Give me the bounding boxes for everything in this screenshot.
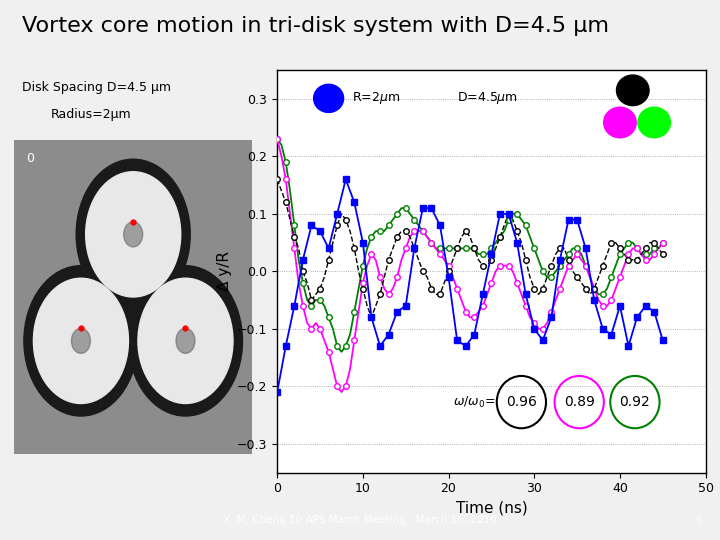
Y-axis label: Δ y/R: Δ y/R — [217, 251, 232, 292]
Circle shape — [314, 84, 343, 112]
Circle shape — [24, 266, 138, 416]
Circle shape — [616, 75, 649, 106]
Text: Radius=2μm: Radius=2μm — [50, 108, 131, 121]
Text: 0.89: 0.89 — [564, 395, 595, 409]
Text: 6: 6 — [695, 515, 702, 525]
Text: D=4.5$\mu$m: D=4.5$\mu$m — [457, 90, 518, 106]
Circle shape — [86, 172, 181, 297]
Circle shape — [128, 266, 243, 416]
Circle shape — [638, 107, 670, 138]
Text: 0: 0 — [27, 152, 35, 165]
Circle shape — [124, 222, 143, 247]
Text: $\omega/\omega_0$=: $\omega/\omega_0$= — [453, 395, 495, 410]
Text: Disk Spacing D=4.5 μm: Disk Spacing D=4.5 μm — [22, 81, 171, 94]
Text: 0.96: 0.96 — [506, 395, 537, 409]
Text: Vortex core motion in tri-disk system with D=4.5 μm: Vortex core motion in tri-disk system wi… — [22, 16, 608, 36]
Circle shape — [71, 328, 91, 353]
Circle shape — [603, 107, 636, 138]
Circle shape — [76, 159, 190, 309]
X-axis label: Time (ns): Time (ns) — [456, 501, 527, 516]
Text: R=2$\mu$m: R=2$\mu$m — [352, 90, 400, 106]
Text: X. M. Cheng 10 APS March Meeting , March 16, 2010: X. M. Cheng 10 APS March Meeting , March… — [223, 515, 497, 525]
Circle shape — [33, 278, 128, 403]
Circle shape — [176, 328, 195, 353]
Circle shape — [138, 278, 233, 403]
Text: 0.92: 0.92 — [619, 395, 650, 409]
